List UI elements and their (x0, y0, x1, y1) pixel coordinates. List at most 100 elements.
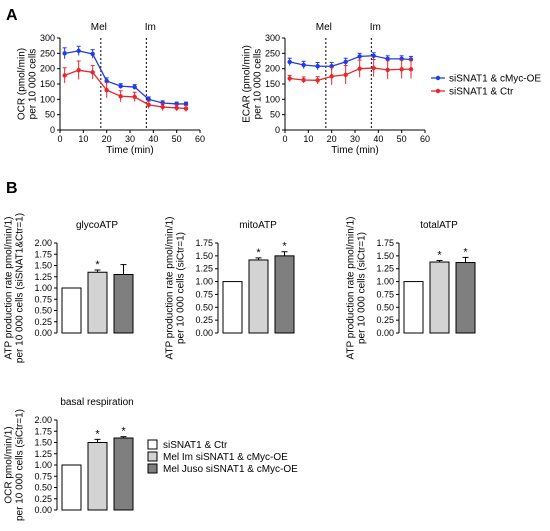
ecar-annotation-im: Im (370, 22, 381, 33)
ocr-ylabel-line-1: OCR (pmol/min) (17, 48, 28, 120)
basal-bar-3 (113, 437, 134, 511)
legend-b-swatch-3 (147, 463, 158, 474)
ocr-ytick-label: 250 (40, 48, 55, 58)
total-ytick-label: 0.50 (376, 302, 394, 312)
mito-significance-star: * (282, 241, 287, 253)
glyco-ytick-label: 0.75 (34, 294, 52, 304)
ecar-data-point (315, 78, 320, 83)
glyco-ytick-label: 0.25 (34, 317, 52, 327)
ocr-xtick-label: 30 (125, 134, 135, 144)
glyco-bar-3 (113, 274, 134, 334)
ocr-data-point (146, 102, 151, 108)
glyco-ytick-label: 1.25 (34, 272, 52, 282)
ocr-data-point (104, 87, 109, 93)
mito-ytick-label: 1.50 (195, 251, 213, 261)
legend-a-marker-2 (435, 88, 441, 94)
mito-title: mitoATP (239, 220, 277, 231)
ecar-ytick-label: 150 (265, 79, 280, 89)
basal-ytick-label: 1.50 (34, 438, 52, 448)
mitoatp-bar-chart: 0.00 0.25 0.50 0.75 1.00 1.25 1.50 1.75 mitoATP A… (165, 216, 295, 360)
total-ytick-label: 1.00 (376, 277, 394, 287)
totalatp-bar-chart: 0.00 0.25 0.50 0.75 1.00 1.25 1.50 1.75 totalATP… (346, 216, 476, 360)
ecar-ytick-label: 0 (275, 125, 280, 135)
total-ytick-label: 1.50 (376, 251, 394, 261)
ecar-data-point (371, 53, 376, 58)
ecar-xtick-label: 50 (397, 134, 407, 144)
legend-b-swatch-1 (147, 439, 158, 450)
basal-ytick-label: 1.00 (34, 460, 52, 470)
ecar-data-point (343, 59, 348, 65)
ecar-data-point (343, 72, 348, 78)
mito-ytick-label: 0.50 (195, 302, 213, 312)
total-bar-3 (455, 262, 476, 334)
ocr-ytick-label: 200 (40, 64, 55, 74)
ecar-xtick-label: 30 (350, 134, 360, 144)
ecar-series-line-1 (289, 55, 412, 67)
ocr-xlabel: Time (min) (106, 145, 153, 156)
glycoatp-bar-chart: 0.000.250.50 0.751.001.251.50 1.752.00 glyc… (4, 213, 134, 363)
ecar-data-point (385, 56, 390, 62)
total-significance-star: * (463, 246, 468, 258)
ocr-ylabel-line-2: per 10 000 cells (28, 49, 39, 120)
ocr-data-point (76, 68, 81, 73)
legend-b-label-2: Mel Im siSNAT1 & cMyc-OE (163, 452, 288, 463)
basal-ylabel-line-1: OCR pmol/min/1) (4, 426, 15, 503)
ecar-data-point (301, 77, 306, 83)
glyco-ylabel-line-2: per 10 000 cells (siSNAT1&Ctr=1) (15, 213, 26, 363)
basal-bar-1 (61, 464, 82, 511)
ecar-xlabel: Time (min) (331, 145, 378, 156)
basal-ylabel-line-2: per 10 000 cells (siCtr=1) (15, 409, 26, 521)
total-bar-2 (429, 261, 450, 334)
ocr-data-point (118, 83, 123, 89)
ocr-data-point (90, 51, 95, 57)
mito-ytick-label: 0.25 (195, 315, 213, 325)
ecar-data-point (399, 67, 404, 72)
ocr-annotation-mel: Mel (91, 22, 107, 33)
basal-title: basal respiration (60, 397, 133, 408)
glyco-bar-1 (61, 287, 82, 334)
ocr-xtick-label: 60 (195, 134, 205, 144)
mito-ytick-label: 1.00 (195, 277, 213, 287)
ecar-data-point (329, 74, 334, 79)
ocr-data-point (183, 106, 189, 111)
mito-ytick-label: 0.75 (195, 289, 213, 299)
total-ytick-label: 1.75 (376, 238, 394, 248)
ocr-ytick-label: 50 (45, 110, 55, 120)
mito-ylabel-line-1: ATP production rate pmol/min/1) (165, 216, 176, 359)
total-title: totalATP (420, 220, 458, 231)
ecar-ytick-label: 300 (265, 33, 280, 43)
ocr-data-point (90, 70, 95, 75)
ecar-xtick-label: 0 (282, 134, 287, 144)
total-ylabel-line-2: per 10 000 cells (siCtr=1) (357, 232, 368, 344)
glyco-ytick-label: 1.00 (34, 283, 52, 293)
total-ytick-label: 0.00 (376, 328, 394, 338)
ocr-series-line-2 (64, 69, 187, 110)
basal-ytick-label: 1.25 (34, 449, 52, 459)
basal-significance-star: * (121, 426, 126, 438)
glyco-ylabel-line-1: ATP production rate pmol/min/1) (4, 216, 15, 359)
glyco-ytick-label: 1.75 (34, 249, 52, 259)
mito-significance-star: * (256, 247, 261, 259)
ecar-data-point (408, 67, 414, 72)
total-ytick-label: 0.25 (376, 315, 394, 325)
ocr-data-point (160, 104, 165, 110)
legend-a-label-1: siSNAT1 & cMyc-OE (449, 74, 541, 85)
ocr-xtick-label: 0 (57, 134, 62, 144)
ocr-data-point (62, 73, 67, 78)
ecar-data-point (357, 66, 362, 71)
ecar-data-point (287, 76, 292, 81)
legend-b-label-1: siSNAT1 & Ctr (163, 440, 228, 451)
ocr-ytick-label: 150 (40, 79, 55, 89)
ecar-data-point (357, 54, 362, 59)
ecar-ytick-label: 50 (270, 110, 280, 120)
legend-b-swatch-2 (147, 451, 158, 462)
ocr-ytick-label: 300 (40, 33, 55, 43)
ocr-series-line-1 (64, 50, 186, 105)
ecar-data-point (385, 67, 390, 73)
ocr-data-point (76, 48, 81, 54)
legend-b-label-3: Mel Juso siSNAT1 & cMyc-OE (163, 464, 298, 475)
total-ytick-label: 1.25 (376, 264, 394, 274)
ocr-xtick-label: 40 (148, 134, 158, 144)
ecar-ytick-label: 200 (265, 64, 280, 74)
